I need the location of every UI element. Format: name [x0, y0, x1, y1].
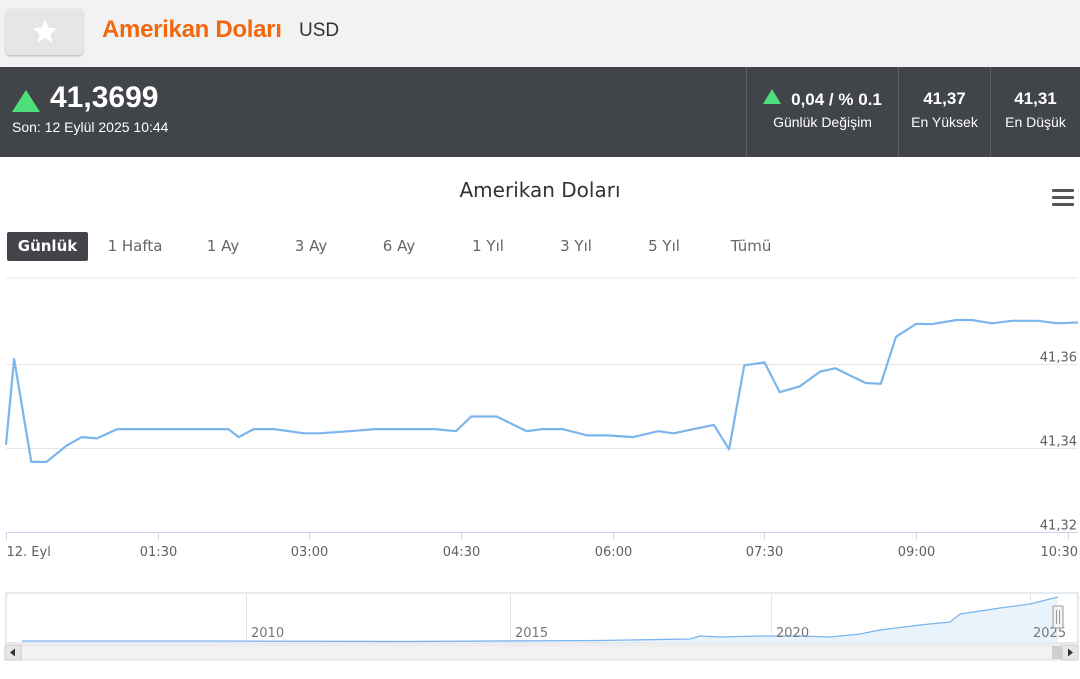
y-tick-label: 41,36 — [1040, 351, 1077, 366]
high-stat: 41,37 En Yüksek — [898, 67, 990, 157]
favorite-button[interactable] — [6, 9, 83, 55]
navigator-scrollbar-thumb[interactable] — [1052, 646, 1062, 659]
navigator-year-label: 2025 — [1033, 626, 1066, 641]
x-tick-label: 06:00 — [595, 545, 632, 560]
triangle-left-icon[interactable] — [4, 644, 22, 661]
navigator-year-label: 2015 — [515, 626, 548, 641]
range-button-1-month[interactable]: 1 Ay — [206, 237, 240, 255]
range-button-daily[interactable]: Günlük — [7, 232, 88, 261]
x-tick-label: 10:30 — [1041, 545, 1078, 560]
navigator-scrollbar-track[interactable] — [4, 644, 1079, 661]
daily-change-label: Günlük Değişim — [773, 114, 872, 130]
low-label: En Düşük — [1005, 114, 1066, 130]
range-button-3-years[interactable]: 3 Yıl — [560, 237, 592, 255]
price-series-line — [4, 318, 1079, 463]
y-tick-label: 41,34 — [1040, 435, 1077, 450]
x-tick-label: 04:30 — [443, 545, 480, 560]
quote-bar: 41,3699 Son: 12 Eylül 2025 10:44 0,04 / … — [0, 67, 1080, 157]
up-triangle-icon — [12, 90, 40, 112]
range-button-1-year[interactable]: 1 Yıl — [472, 237, 504, 255]
high-label: En Yüksek — [911, 114, 978, 130]
navigator-series-line — [22, 596, 1059, 643]
current-price: 41,3699 — [50, 81, 159, 114]
navigator-series-area — [22, 597, 1058, 642]
daily-change-value: 0,04 / % 0.1 — [791, 90, 882, 109]
range-button-all[interactable]: Tümü — [730, 237, 772, 255]
x-tick-label: 03:00 — [291, 545, 328, 560]
up-triangle-icon — [763, 89, 782, 104]
currency-title: Amerikan Doları — [102, 16, 282, 43]
navigator-handle-icon[interactable] — [1052, 605, 1064, 629]
daily-change-stat: 0,04 / % 0.1 Günlük Değişim — [746, 67, 898, 157]
triangle-right-icon[interactable] — [1061, 644, 1079, 661]
chart-navigator[interactable]: 2010 2015 2020 2025 — [0, 590, 1080, 665]
chart-title: Amerikan Doları — [459, 178, 621, 202]
last-update: Son: 12 Eylül 2025 10:44 — [12, 119, 169, 135]
page-header: Amerikan Doları USD — [0, 0, 1080, 67]
star-icon — [32, 19, 57, 43]
navigator-year-label: 2020 — [776, 626, 809, 641]
low-stat: 41,31 En Düşük — [990, 67, 1080, 157]
currency-code: USD — [299, 20, 340, 41]
x-tick-label: 09:00 — [898, 545, 935, 560]
range-button-6-months[interactable]: 6 Ay — [382, 237, 416, 255]
price-line-chart: 41,36 41,34 41,32 12. Eyl 01:30 03:00 04:30 06:… — [4, 277, 1079, 560]
hamburger-menu-icon[interactable] — [1052, 188, 1074, 208]
range-button-5-years[interactable]: 5 Yıl — [648, 237, 680, 255]
range-button-1-week[interactable]: 1 Hafta — [107, 237, 163, 255]
x-tick-label: 12. Eyl — [7, 545, 51, 560]
navigator-year-label: 2010 — [251, 626, 284, 641]
range-button-3-months[interactable]: 3 Ay — [294, 237, 328, 255]
x-tick-label: 07:30 — [746, 545, 783, 560]
low-value: 41,31 — [1014, 89, 1057, 108]
y-tick-label: 41,32 — [1040, 519, 1077, 534]
x-tick-label: 01:30 — [140, 545, 177, 560]
high-value: 41,37 — [923, 89, 966, 108]
